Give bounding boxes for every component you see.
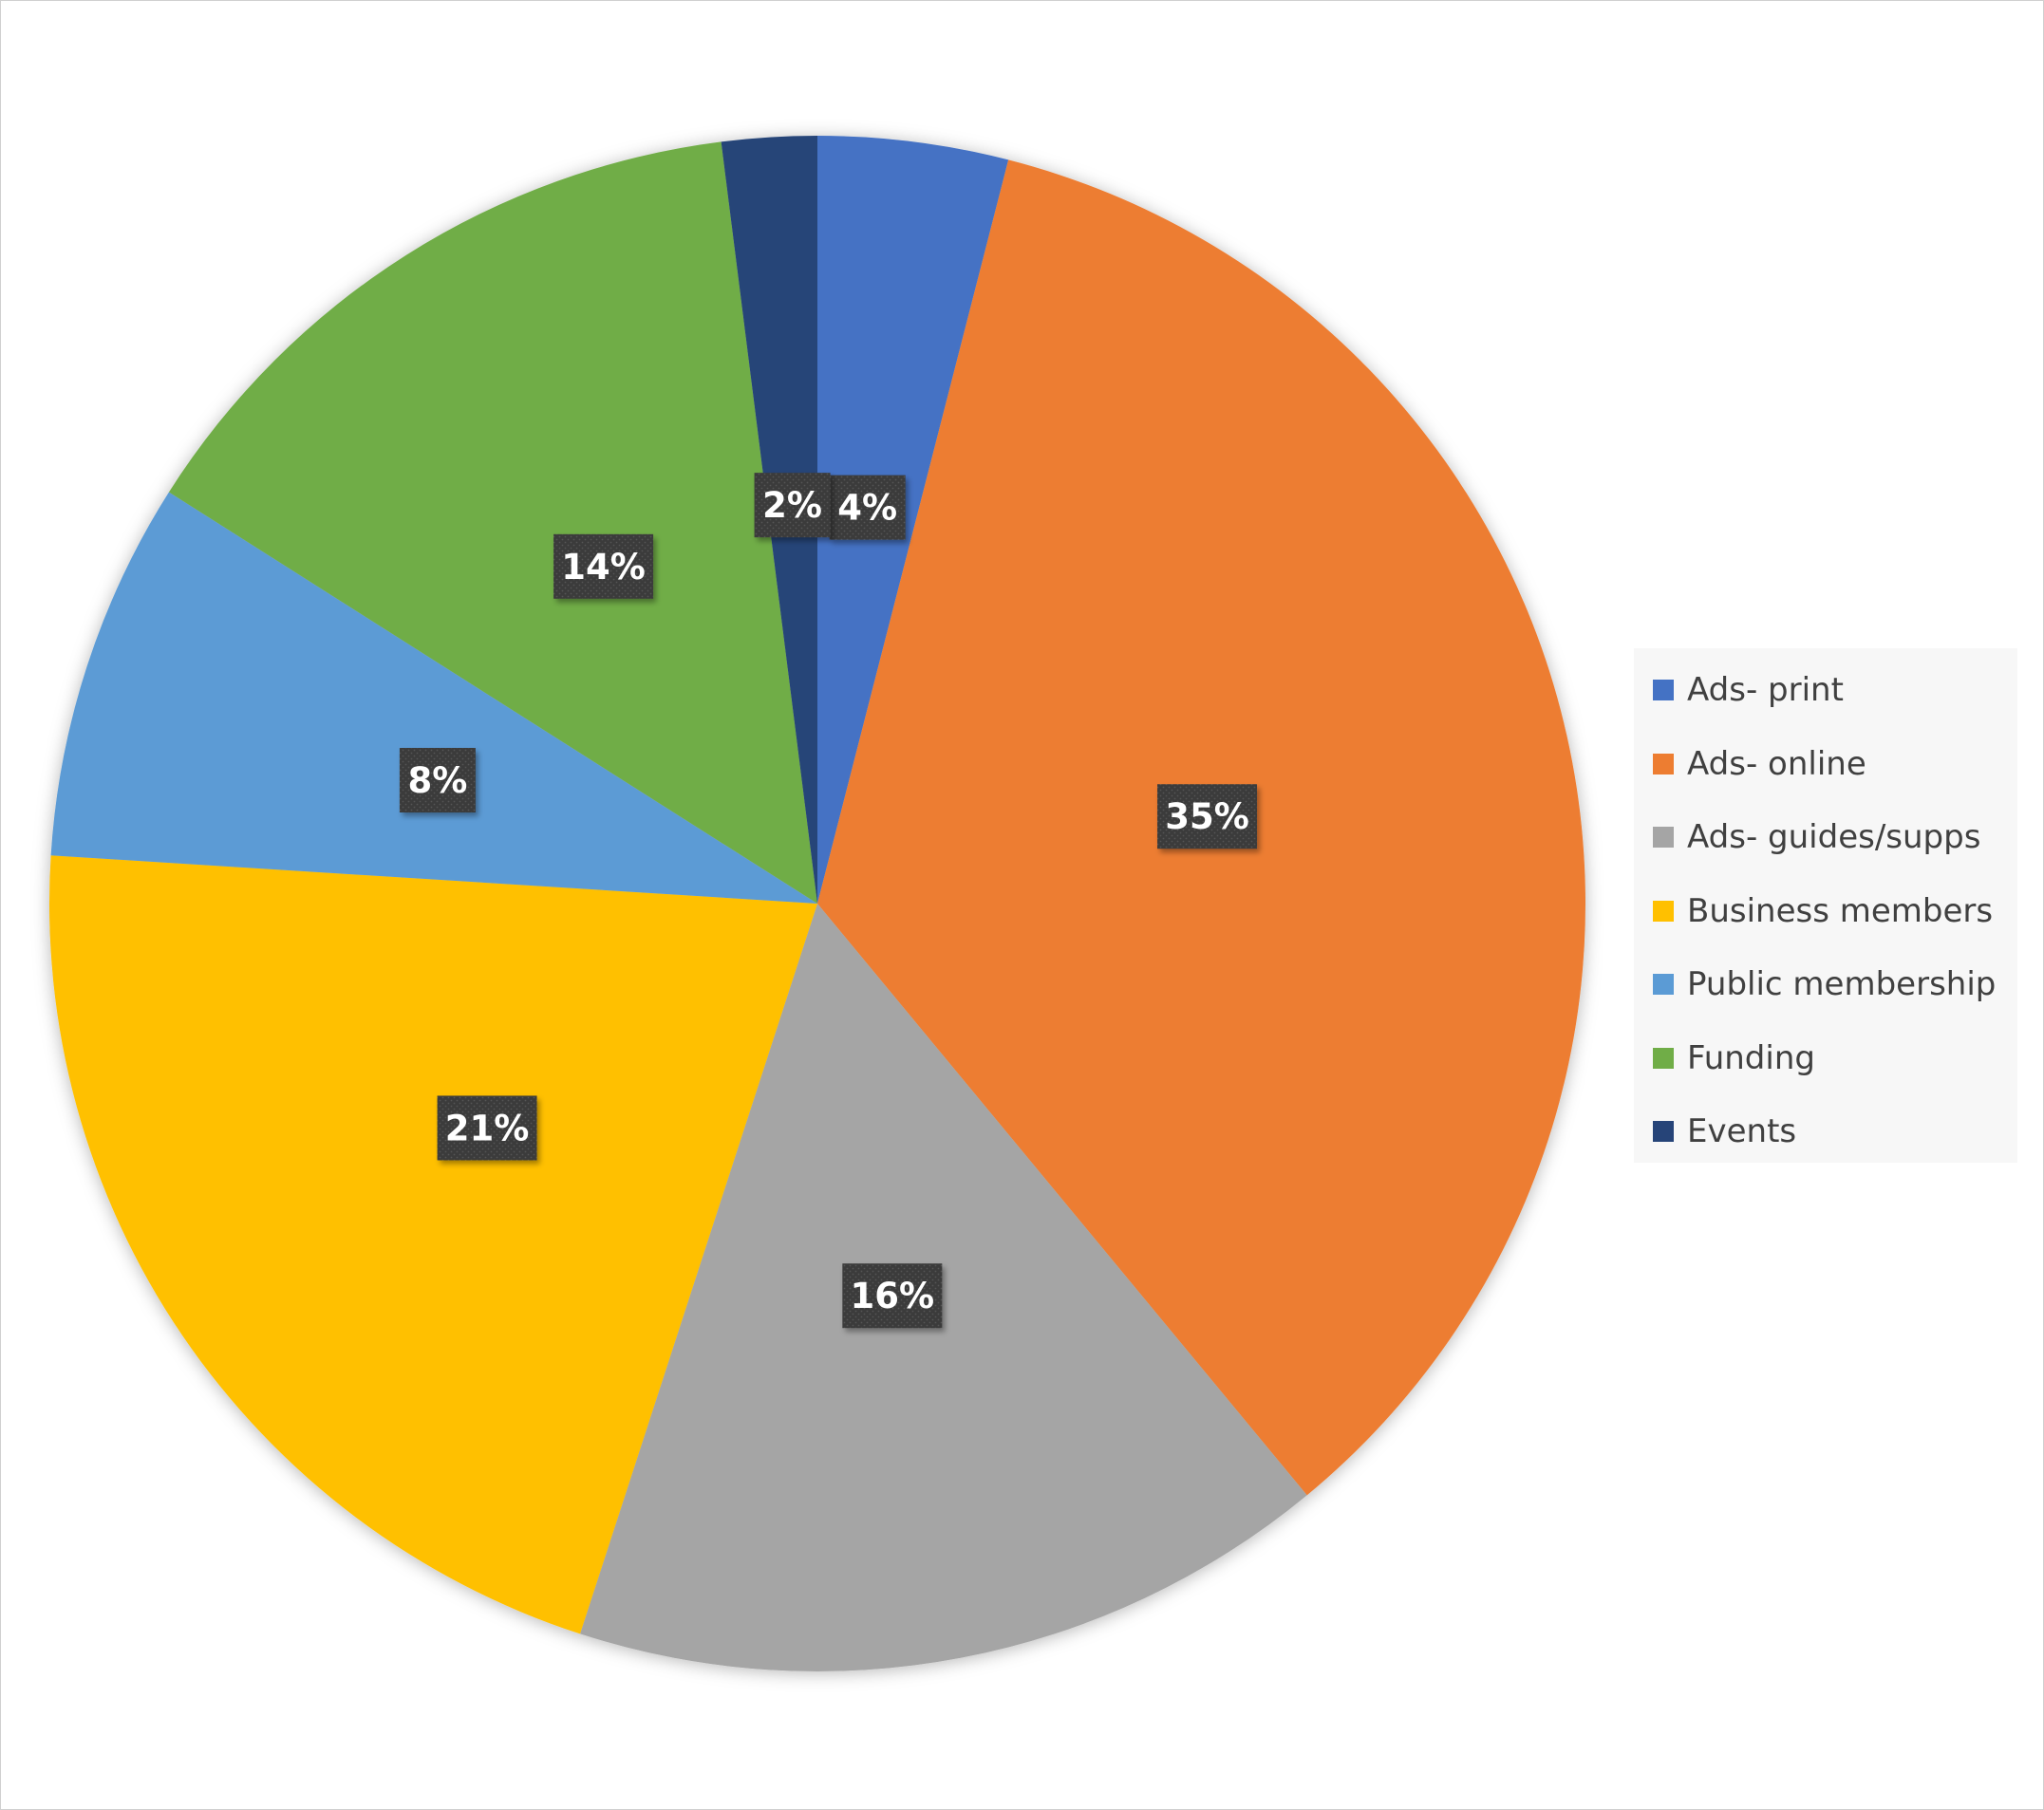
pie-slice-ads-print xyxy=(817,136,1009,904)
data-label-text: 4% xyxy=(837,488,897,529)
legend-item-ads-online: Ads- online xyxy=(1653,743,1866,785)
legend-label: Ads- online xyxy=(1687,744,1866,783)
data-label-funding: 14% xyxy=(553,533,654,599)
legend-swatch xyxy=(1653,1047,1674,1069)
legend: Ads- print Ads- online Ads- guides/supps Bu… xyxy=(1634,648,2017,1163)
legend-swatch xyxy=(1653,900,1674,922)
data-label-ads-guides-supps: 16% xyxy=(842,1263,943,1329)
data-label-ads-online: 35% xyxy=(1157,784,1258,849)
legend-label: Funding xyxy=(1687,1038,1815,1077)
data-label-text: 8% xyxy=(407,760,467,801)
legend-swatch xyxy=(1653,974,1674,995)
legend-swatch xyxy=(1653,753,1674,774)
data-label-box xyxy=(754,473,831,538)
data-label-ads-print: 4% xyxy=(829,475,906,540)
data-label-box xyxy=(553,533,654,599)
legend-item-ads-print: Ads- print xyxy=(1653,669,1844,711)
legend-swatch xyxy=(1653,827,1674,848)
data-label-text: 21% xyxy=(445,1108,530,1148)
data-labels: 4% 35% 16% 21% 8% 14% 2% xyxy=(399,473,1258,1329)
legend-label: Public membership xyxy=(1687,965,1997,1003)
pie-slices xyxy=(49,136,1585,1671)
data-label-box xyxy=(437,1095,537,1161)
data-label-box xyxy=(1157,784,1258,849)
data-label-business-members: 21% xyxy=(437,1095,537,1161)
data-label-box xyxy=(829,475,906,540)
data-label-text: 16% xyxy=(851,1276,935,1316)
legend-label: Ads- print xyxy=(1687,671,1844,709)
data-label-text: 14% xyxy=(561,547,646,588)
legend-item-events: Events xyxy=(1653,1110,1796,1152)
data-label-box xyxy=(842,1263,943,1329)
legend-item-funding: Funding xyxy=(1653,1037,1815,1079)
data-label-text: 2% xyxy=(762,485,822,526)
legend-item-public-membership: Public membership xyxy=(1653,963,1996,1005)
pie-slice-funding xyxy=(168,141,817,904)
data-label-box xyxy=(399,748,476,813)
data-label-public-membership: 8% xyxy=(399,748,476,813)
legend-label: Ads- guides/supps xyxy=(1687,818,1981,856)
legend-label: Business members xyxy=(1687,891,1994,930)
legend-label: Events xyxy=(1687,1112,1797,1150)
legend-item-business-members: Business members xyxy=(1653,890,1993,932)
data-label-events: 2% xyxy=(754,473,831,538)
data-label-text: 35% xyxy=(1165,796,1249,837)
pie-slice-ads-guides-supps xyxy=(580,904,1307,1671)
legend-item-ads-guides-supps: Ads- guides/supps xyxy=(1653,816,1980,858)
pie-slice-public-membership xyxy=(50,492,818,904)
pie-slice-business-members xyxy=(49,855,818,1634)
legend-swatch xyxy=(1653,680,1674,700)
legend-swatch xyxy=(1653,1121,1674,1142)
